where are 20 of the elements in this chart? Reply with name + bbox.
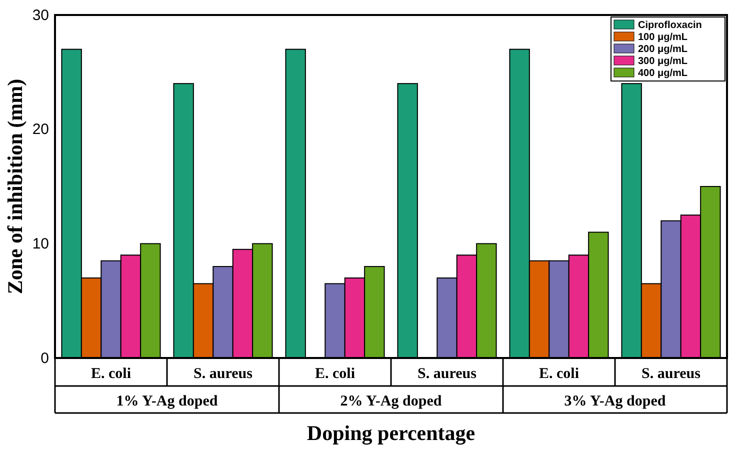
y-tick-label: 20	[32, 121, 49, 138]
y-tick-label: 10	[32, 235, 49, 252]
x-tick-label: S. aureus	[418, 366, 477, 382]
x-tick-label: S. aureus	[642, 366, 701, 382]
y-tick-label: 30	[32, 6, 49, 24]
legend-label: 200 μg/mL	[638, 44, 688, 55]
y-tick-label: 0	[40, 350, 49, 367]
text: 1% Y-Ag doped	[116, 394, 218, 410]
text: 2% Y-Ag doped	[340, 394, 442, 410]
text: 3% Y-Ag doped	[564, 394, 666, 410]
x-tick-label: S. aureus	[194, 366, 253, 382]
x-tick-label: E. coli	[91, 366, 131, 382]
legend-label: Ciprofloxacin	[638, 20, 702, 31]
legend-label: 400 μg/mL	[638, 68, 688, 79]
legend-label: 100 μg/mL	[638, 32, 688, 43]
legend-label: 300 μg/mL	[638, 56, 688, 67]
x-tick-label: E. coli	[315, 366, 355, 382]
y-axis-title: Zone of inhibition (mm)	[3, 78, 27, 294]
x-tick-label: E. coli	[539, 366, 579, 382]
x-axis-title: Doping percentage	[306, 421, 476, 445]
